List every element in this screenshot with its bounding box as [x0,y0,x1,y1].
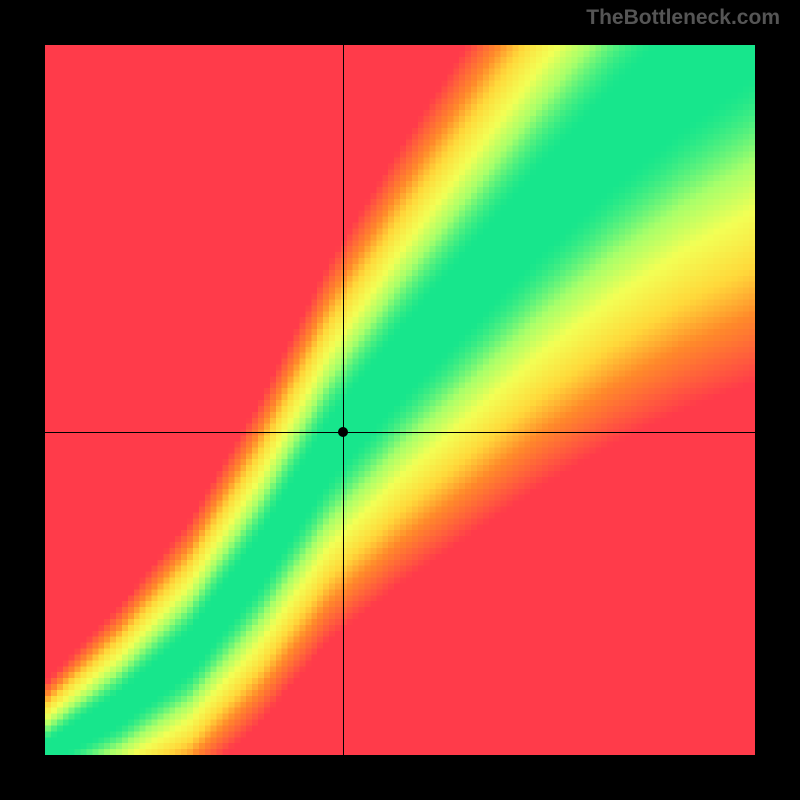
heatmap-plot [45,45,755,755]
crosshair-vertical [343,45,344,755]
crosshair-horizontal [45,432,755,433]
heatmap-canvas [45,45,755,755]
crosshair-marker [338,427,348,437]
watermark-text: TheBottleneck.com [586,6,780,30]
